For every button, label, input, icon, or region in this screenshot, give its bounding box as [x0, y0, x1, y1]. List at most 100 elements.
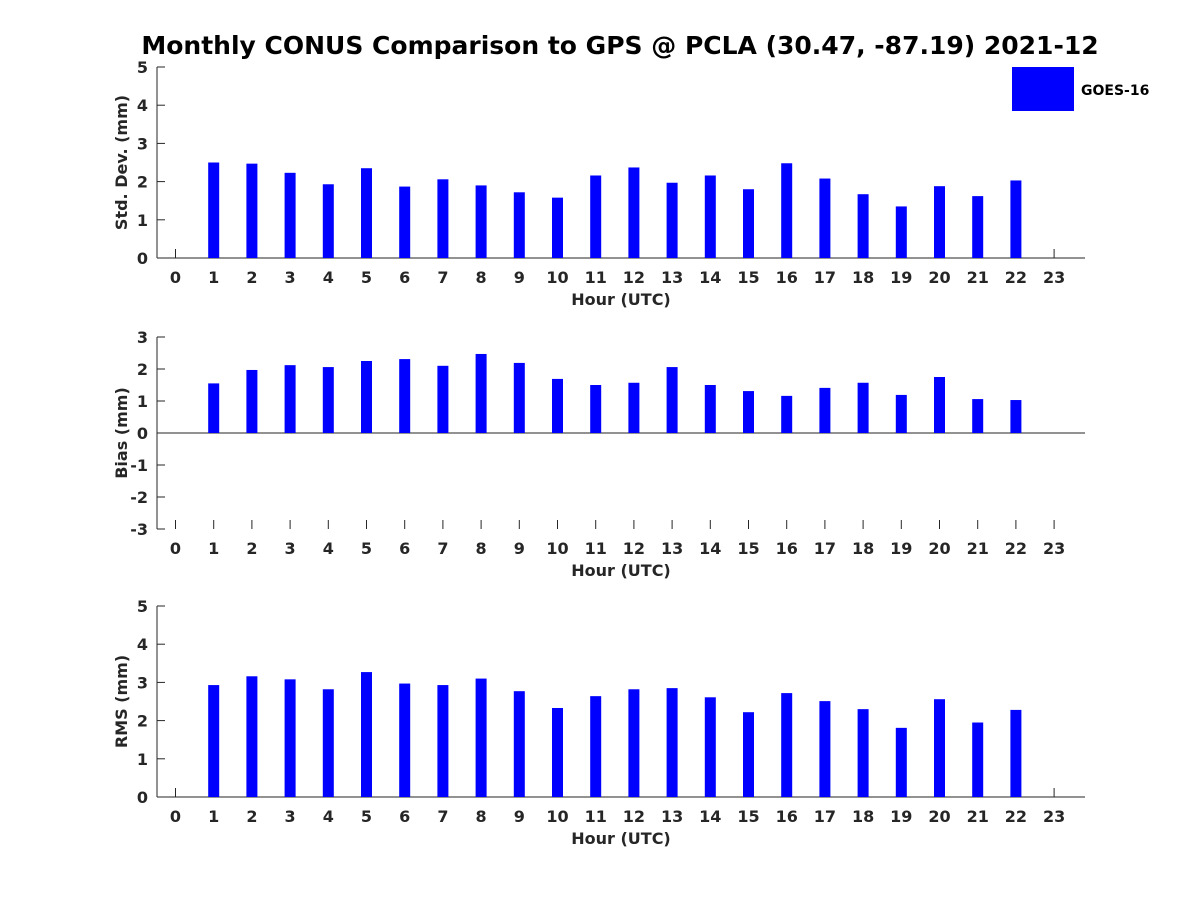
bias-bar	[590, 385, 602, 433]
bias-bar	[934, 377, 945, 433]
rms-bar	[246, 676, 258, 797]
std-dev-x-tick-label: 17	[814, 268, 836, 287]
std-dev-bar	[934, 186, 945, 258]
std-dev-bar	[895, 206, 907, 258]
legend-swatch	[1012, 67, 1074, 111]
bias-x-tick-label: 14	[699, 539, 721, 558]
rms-x-tick-label: 2	[246, 807, 257, 826]
bias-y-tick-label: 3	[137, 328, 148, 347]
rms-x-tick-label: 7	[437, 807, 448, 826]
rms-x-axis-label: Hour (UTC)	[571, 829, 671, 848]
rms-bar	[781, 693, 793, 797]
bias-bar	[322, 367, 334, 433]
chart-title: Monthly CONUS Comparison to GPS @ PCLA (…	[141, 31, 1098, 60]
bias-x-tick-label: 8	[476, 539, 487, 558]
bias-x-tick-label: 7	[437, 539, 448, 558]
bias-y-tick-label: 1	[137, 392, 148, 411]
bias-x-tick-label: 22	[1005, 539, 1027, 558]
rms-bar	[666, 688, 678, 797]
bias-x-tick-label: 20	[928, 539, 950, 558]
rms-x-tick-label: 0	[170, 807, 181, 826]
std-dev-x-tick-label: 6	[399, 268, 410, 287]
bias-bar	[284, 365, 296, 433]
rms-x-tick-label: 4	[323, 807, 334, 826]
bias-x-tick-label: 3	[285, 539, 296, 558]
rms-bar	[513, 691, 525, 797]
bias-bar	[1010, 400, 1022, 433]
rms-bar	[819, 701, 831, 797]
rms-x-tick-label: 18	[852, 807, 874, 826]
std-dev-bar	[322, 184, 334, 258]
rms-x-tick-label: 14	[699, 807, 721, 826]
bias-x-tick-label: 0	[170, 539, 181, 558]
bias-bar	[781, 395, 793, 433]
bias-bar	[972, 399, 984, 433]
bias-y-tick-label: 0	[137, 424, 148, 443]
std-dev-x-tick-label: 22	[1005, 268, 1027, 287]
bias-bar	[475, 353, 487, 433]
std-dev-bar	[1010, 180, 1022, 258]
std-dev-bar	[743, 189, 754, 258]
rms-x-tick-label: 20	[928, 807, 950, 826]
bias-x-tick-label: 18	[852, 539, 874, 558]
rms-x-tick-label: 6	[399, 807, 410, 826]
std-dev-x-tick-label: 13	[661, 268, 683, 287]
std-dev-y-tick-label: 0	[137, 249, 148, 268]
rms-bar	[208, 685, 220, 797]
rms-x-tick-label: 22	[1005, 807, 1027, 826]
rms-x-tick-label: 5	[361, 807, 372, 826]
std-dev-x-tick-label: 20	[928, 268, 950, 287]
std-dev-x-tick-label: 11	[585, 268, 607, 287]
std-dev-x-tick-label: 0	[170, 268, 181, 287]
std-dev-y-axis-label: Std. Dev. (mm)	[112, 95, 131, 230]
bias-x-tick-label: 2	[246, 539, 257, 558]
bias-x-tick-label: 1	[208, 539, 219, 558]
std-dev-y-tick-label: 1	[137, 211, 148, 230]
std-dev-bar	[628, 167, 640, 258]
rms-y-tick-label: 0	[137, 788, 148, 807]
bias-bar	[361, 361, 372, 433]
std-dev-bar	[666, 182, 678, 258]
bias-x-tick-label: 11	[585, 539, 607, 558]
bias-bar	[513, 362, 525, 433]
std-dev-x-tick-label: 21	[967, 268, 989, 287]
rms-bar	[628, 689, 640, 797]
bias-bar	[208, 383, 220, 433]
bias-x-tick-label: 6	[399, 539, 410, 558]
rms-x-tick-label: 15	[737, 807, 759, 826]
bias-x-tick-label: 15	[737, 539, 759, 558]
bias-y-tick-label: -3	[130, 520, 148, 539]
std-dev-x-tick-label: 12	[623, 268, 645, 287]
rms-bar	[437, 685, 449, 797]
rms-x-tick-label: 8	[476, 807, 487, 826]
rms-x-tick-label: 16	[776, 807, 798, 826]
std-dev-x-tick-label: 19	[890, 268, 912, 287]
bias-bar	[704, 385, 716, 433]
rms-bar	[475, 678, 487, 797]
rms-x-tick-label: 17	[814, 807, 836, 826]
bias-x-tick-label: 10	[546, 539, 568, 558]
std-dev-x-tick-label: 10	[546, 268, 568, 287]
std-dev-x-tick-label: 23	[1043, 268, 1065, 287]
rms-bar	[743, 712, 754, 797]
bias-y-axis-label: Bias (mm)	[112, 387, 131, 479]
std-dev-bar	[857, 194, 869, 258]
std-dev-bar	[284, 172, 296, 258]
bias-x-tick-label: 13	[661, 539, 683, 558]
std-dev-bar	[208, 162, 220, 258]
std-dev-bar	[552, 197, 563, 258]
legend: GOES-16	[1012, 67, 1149, 111]
std-dev-x-tick-label: 3	[285, 268, 296, 287]
rms-x-tick-label: 13	[661, 807, 683, 826]
rms-bar	[284, 679, 296, 797]
bias-y-tick-label: 2	[137, 360, 148, 379]
bias-x-tick-label: 9	[514, 539, 525, 558]
std-dev-bar	[475, 185, 487, 258]
bias-bar	[246, 369, 258, 433]
bias-x-tick-label: 23	[1043, 539, 1065, 558]
bias-x-tick-label: 4	[323, 539, 334, 558]
std-dev-bar	[590, 175, 602, 258]
